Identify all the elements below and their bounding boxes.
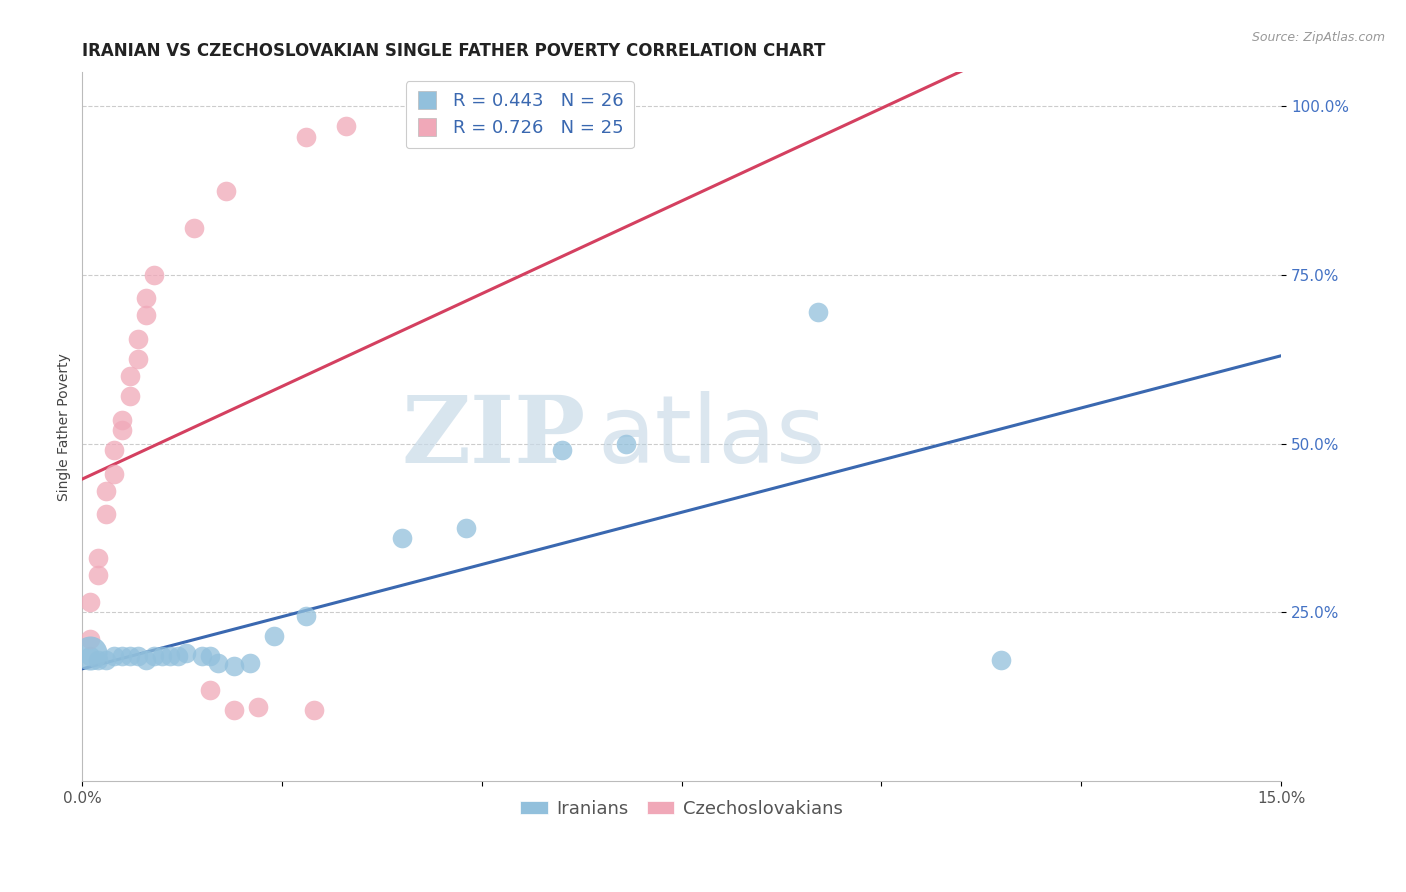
Point xyxy=(103,649,125,664)
Legend: Iranians, Czechoslovakians: Iranians, Czechoslovakians xyxy=(513,793,851,825)
Point xyxy=(111,649,134,664)
Point xyxy=(96,652,118,666)
Point xyxy=(224,703,246,717)
Y-axis label: Single Father Poverty: Single Father Poverty xyxy=(58,352,72,500)
Point xyxy=(111,423,134,437)
Point xyxy=(127,352,149,367)
Text: IRANIAN VS CZECHOSLOVAKIAN SINGLE FATHER POVERTY CORRELATION CHART: IRANIAN VS CZECHOSLOVAKIAN SINGLE FATHER… xyxy=(83,42,825,60)
Point xyxy=(96,508,118,522)
Point xyxy=(79,649,101,664)
Point xyxy=(150,649,173,664)
Point xyxy=(87,551,110,566)
Point xyxy=(551,443,574,458)
Point xyxy=(614,436,637,450)
Point xyxy=(103,443,125,458)
Text: ZIP: ZIP xyxy=(402,392,586,483)
Point xyxy=(135,652,157,666)
Text: Source: ZipAtlas.com: Source: ZipAtlas.com xyxy=(1251,31,1385,45)
Point xyxy=(103,467,125,481)
Point xyxy=(135,292,157,306)
Point xyxy=(127,649,149,664)
Point xyxy=(174,646,197,660)
Point xyxy=(247,699,270,714)
Point xyxy=(263,629,285,643)
Point xyxy=(454,521,477,535)
Point xyxy=(191,649,214,664)
Point xyxy=(806,305,828,319)
Point xyxy=(79,646,101,660)
Text: atlas: atlas xyxy=(598,392,827,483)
Point xyxy=(87,568,110,582)
Point xyxy=(335,120,357,134)
Point xyxy=(302,703,325,717)
Point xyxy=(120,649,142,664)
Point xyxy=(79,595,101,609)
Point xyxy=(207,656,229,670)
Point xyxy=(79,632,101,647)
Point xyxy=(143,268,166,282)
Point xyxy=(990,652,1012,666)
Point xyxy=(198,682,221,697)
Point xyxy=(111,413,134,427)
Point xyxy=(96,483,118,498)
Point xyxy=(239,656,262,670)
Point xyxy=(120,389,142,403)
Point xyxy=(215,184,238,198)
Point xyxy=(159,649,181,664)
Point xyxy=(143,649,166,664)
Point xyxy=(391,531,413,545)
Point xyxy=(224,659,246,673)
Point xyxy=(183,220,205,235)
Point xyxy=(127,332,149,346)
Point xyxy=(120,369,142,384)
Point xyxy=(295,129,318,144)
Point xyxy=(87,652,110,666)
Point xyxy=(295,608,318,623)
Point xyxy=(167,649,190,664)
Point xyxy=(198,649,221,664)
Point xyxy=(135,309,157,323)
